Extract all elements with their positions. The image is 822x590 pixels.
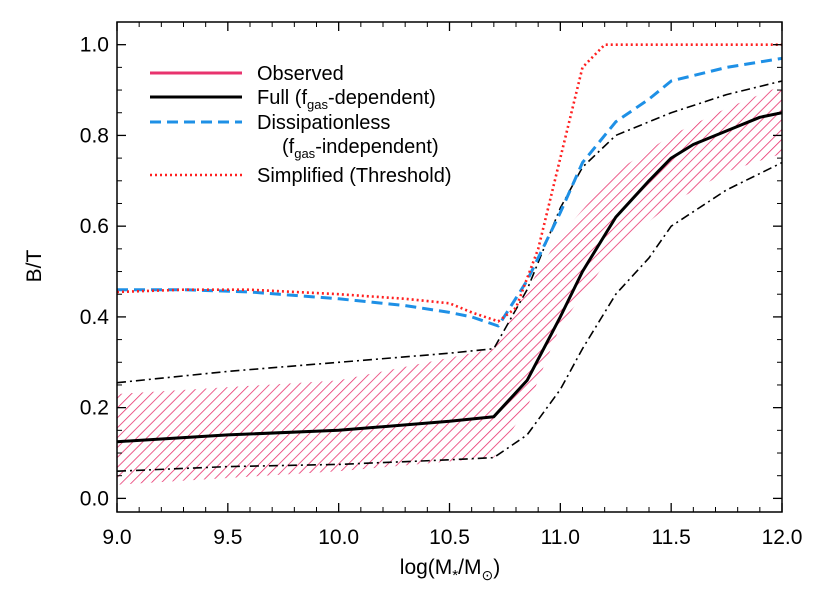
legend-dissipationless-label: Dissipationless: [257, 112, 390, 134]
legend-dissipationless-label-line2: (fgas-independent): [282, 136, 439, 161]
full-lower-bound-line: [117, 161, 782, 472]
y-axis-label: B/T: [23, 249, 46, 282]
y-tick-label: 0.2: [80, 397, 109, 420]
x-tick-label: 9.5: [213, 526, 242, 549]
full-line: [117, 111, 782, 444]
y-tick-label: 0.0: [80, 487, 109, 510]
x-tick-label: 9.0: [102, 526, 131, 549]
x-tick-label: 11.5: [652, 526, 691, 549]
x-tick-label: 12.0: [762, 526, 803, 549]
y-tick-label: 0.4: [80, 306, 110, 329]
x-tick-label: 10.0: [318, 526, 359, 549]
x-tick-label: 10.5: [429, 526, 470, 549]
observed-band: [117, 85, 782, 485]
full-upper-bound-line: [117, 80, 782, 384]
legend-full-label: Full (fgas-dependent): [257, 87, 436, 112]
y-tick-label: 0.6: [80, 215, 109, 238]
dissipationless-line: [117, 56, 782, 328]
legend-simplified-label: Simplified (Threshold): [257, 165, 452, 187]
x-tick-label: 11.0: [541, 526, 580, 549]
y-tick-label: 1.0: [80, 34, 109, 57]
x-axis-label: log(M*/M⊙): [400, 556, 500, 584]
simplified-threshold-line: [117, 43, 782, 323]
legend-observed-label: Observed: [257, 63, 344, 85]
y-tick-label: 0.8: [80, 124, 109, 147]
